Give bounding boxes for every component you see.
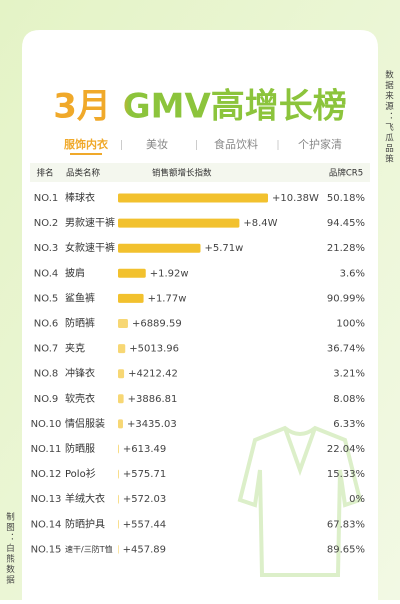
header-band (30, 163, 370, 182)
bar (118, 319, 128, 328)
value-label: +6889.59 (132, 319, 182, 330)
bar (118, 344, 126, 354)
category-name: 男款速干裤 (65, 216, 115, 229)
cr5-label: 50.18% (327, 193, 365, 204)
category-name: 防晒服 (65, 442, 95, 455)
category-name: 夹克 (65, 342, 85, 355)
rank: NO.2 (34, 218, 59, 229)
cr5-label: 0% (349, 494, 365, 505)
cr5-label: 6.33% (333, 419, 365, 430)
rank: NO.4 (34, 268, 59, 279)
cr5-label: 89.65% (327, 544, 365, 555)
bar (118, 469, 119, 479)
vertical-note: 数据来源：飞瓜品策 (384, 69, 394, 164)
category-name: 冲锋衣 (65, 367, 95, 380)
tab: 食品饮料 (214, 137, 258, 151)
category-name: 软壳衣 (65, 392, 95, 405)
value-label: +3886.81 (128, 394, 178, 405)
bar (118, 293, 144, 303)
value-label: +1.77w (148, 293, 187, 304)
rank: NO.10 (31, 419, 62, 430)
rank: NO.11 (31, 444, 62, 455)
value-label: +5013.96 (129, 344, 179, 355)
tab: 美妆 (146, 138, 168, 151)
cr5-label: 3.21% (333, 369, 365, 380)
value-label: +457.89 (123, 544, 166, 555)
bar (118, 444, 119, 454)
bar (118, 494, 119, 504)
sweater-icon (237, 425, 363, 577)
category-name: 女款速干裤 (65, 241, 115, 254)
rank: NO.3 (34, 243, 59, 254)
rank: NO.13 (31, 494, 62, 505)
bar (118, 243, 201, 253)
cr5-label: 3.6% (340, 268, 365, 279)
value-label: +4212.42 (128, 369, 178, 380)
value-label: +572.03 (123, 494, 166, 505)
cr5-label: 15.33% (327, 469, 365, 480)
bar (118, 419, 123, 429)
bar (118, 369, 125, 379)
value-label: +557.44 (123, 519, 166, 530)
bar (118, 268, 146, 278)
cr5-label: 100% (336, 319, 365, 330)
vertical-note: 制图：白熊数据 (5, 511, 15, 585)
rank: NO.15 (31, 544, 62, 555)
category-name: 情侣服装 (65, 417, 105, 430)
column-header: 品牌CR5 (329, 168, 363, 179)
category-name: 披肩 (65, 266, 85, 279)
value-label: +1.92w (150, 268, 189, 279)
cr5-label: 8.08% (333, 394, 365, 405)
value-label: +3435.03 (127, 419, 177, 430)
rank: NO.14 (31, 519, 62, 530)
category-name: 羊绒大衣 (65, 492, 105, 505)
column-header: 销售额增长指数 (152, 168, 212, 179)
rank: NO.5 (34, 293, 59, 304)
category-name: 防晒护具 (65, 517, 105, 530)
cr5-label: 22.04% (327, 444, 365, 455)
rank: NO.7 (34, 344, 59, 355)
tab: 服饰内衣 (64, 137, 109, 151)
rank: NO.6 (34, 319, 59, 330)
column-header: 品类名称 (66, 168, 101, 179)
rank: NO.12 (31, 469, 62, 480)
bar (118, 193, 268, 203)
category-name: Polo衫 (65, 468, 96, 480)
category-name: 鲨鱼裤 (65, 291, 95, 304)
category-name: 速干/三防T恤 (65, 544, 113, 554)
bar (118, 544, 119, 554)
cr5-label: 21.28% (327, 243, 365, 254)
rank: NO.1 (34, 193, 59, 204)
cr5-label: 67.83% (327, 519, 365, 530)
tab: 个护家清 (298, 137, 342, 151)
category-name: 防晒裤 (65, 317, 95, 330)
bar (118, 218, 240, 228)
bar (118, 394, 124, 404)
value-label: +5.71w (205, 243, 244, 254)
cr5-label: 36.74% (327, 344, 365, 355)
rank: NO.8 (34, 369, 59, 380)
column-header: 排名 (36, 168, 53, 179)
chart-title: 3月 GMV高增长榜 (53, 87, 347, 127)
cr5-label: 94.45% (327, 218, 365, 229)
category-name: 棒球衣 (65, 191, 95, 204)
value-label: +10.38W (272, 193, 319, 204)
value-label: +613.49 (123, 444, 166, 455)
rank: NO.9 (34, 394, 59, 405)
cr5-label: 90.99% (327, 293, 365, 304)
value-label: +575.71 (123, 469, 166, 480)
value-label: +8.4W (243, 218, 277, 229)
bar (118, 519, 119, 529)
